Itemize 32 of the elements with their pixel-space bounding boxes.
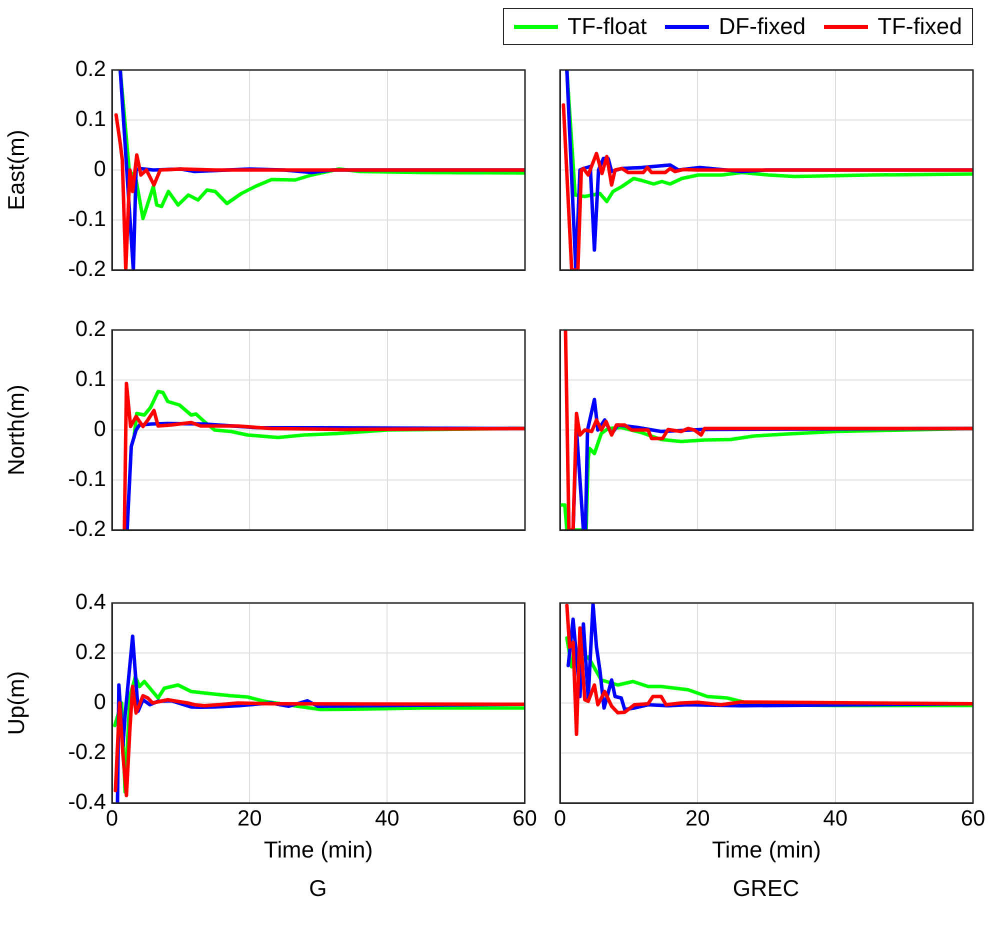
x-tick-label: 20 [237, 805, 262, 830]
y-tick-label: 0.2 [75, 316, 106, 342]
y-axis-title: Up(m) [3, 671, 30, 735]
y-tick-label: -0.2 [68, 516, 106, 542]
legend-label: DF-fixed [718, 13, 806, 40]
x-tick-label: 60 [960, 805, 986, 830]
text: GREC [732, 875, 800, 902]
y-tick-label: -0.4 [68, 789, 106, 814]
y-tick-label: -0.2 [68, 739, 106, 764]
x-axis-title: Time (min) [712, 836, 822, 863]
y-tick-label: 0 [94, 156, 106, 182]
x-axis-title: Time (min) [264, 836, 373, 863]
y-tick-label: -0.1 [68, 466, 106, 492]
legend-label: TF-fixed [878, 13, 962, 40]
legend-label: TF-float [568, 13, 647, 40]
y-tick-label: 0 [94, 416, 106, 442]
x-tick-label: 40 [374, 805, 400, 830]
y-tick-label: 0 [94, 689, 106, 714]
y-tick-label: 0.4 [75, 589, 106, 614]
y-tick-label: -0.1 [68, 206, 106, 232]
y-tick-label: 0.2 [75, 639, 106, 664]
x-tick-label: 60 [512, 805, 538, 830]
text: G [309, 875, 327, 902]
y-tick-label: 0.1 [75, 366, 106, 392]
y-axis-title: North(m) [3, 384, 30, 476]
y-tick-label: 0.1 [75, 106, 106, 132]
x-tick-label: 20 [685, 805, 710, 830]
y-axis-title: East(m) [3, 130, 30, 210]
x-tick-label: 40 [823, 805, 848, 830]
y-tick-label: -0.2 [68, 256, 106, 282]
y-tick-label: 0.2 [75, 56, 106, 82]
x-tick-label: 0 [554, 805, 566, 830]
